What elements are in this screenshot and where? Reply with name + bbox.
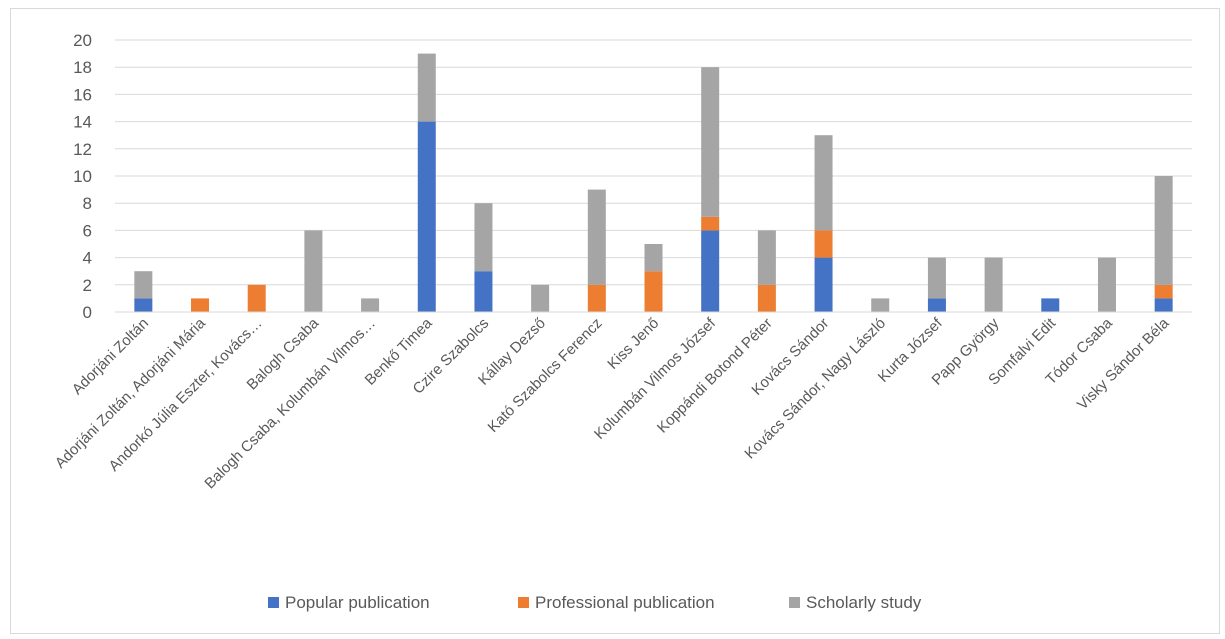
- bar-segment: [927, 298, 946, 312]
- bar-segment: [1154, 298, 1173, 312]
- bar-segment: [757, 284, 776, 312]
- y-tick-label: 6: [83, 221, 92, 240]
- bar-segment: [984, 257, 1003, 312]
- bar-segment: [927, 257, 946, 299]
- y-tick-label: 4: [83, 249, 92, 268]
- bars: [134, 53, 1173, 312]
- bar-segment: [757, 230, 776, 285]
- bar-segment: [701, 67, 720, 217]
- y-tick-label: 12: [73, 140, 92, 159]
- bar-segment: [474, 271, 493, 312]
- y-tick-label: 18: [73, 58, 92, 77]
- x-category-label: Kiss Jenő: [604, 315, 662, 373]
- bar-segment: [191, 298, 210, 312]
- bar-segment: [1154, 176, 1173, 285]
- legend-swatch: [789, 597, 800, 608]
- y-axis-tick-labels: 0 2 4 6 8 10 12 14 16 18 20: [73, 31, 92, 322]
- bar-segment: [247, 284, 266, 312]
- y-tick-label: 16: [73, 85, 92, 104]
- legend-swatch: [268, 597, 279, 608]
- chart-frame: [10, 8, 1220, 634]
- legend-label: Popular publication: [285, 593, 430, 612]
- bar-segment: [1097, 257, 1116, 312]
- bar-segment: [701, 216, 720, 231]
- bar-segment: [1041, 298, 1060, 312]
- bar-segment: [417, 53, 436, 122]
- x-category-label: Koppándi Botond Péter: [654, 315, 776, 437]
- bar-segment: [814, 257, 833, 312]
- y-tick-label: 10: [73, 167, 92, 186]
- y-tick-label: 8: [83, 194, 92, 213]
- bar-segment: [134, 271, 153, 299]
- legend-swatch: [518, 597, 529, 608]
- bar-segment: [644, 244, 663, 272]
- bar-segment: [814, 135, 833, 231]
- bar-segment: [814, 230, 833, 258]
- y-tick-label: 0: [83, 303, 92, 322]
- bar-segment: [361, 298, 380, 312]
- bar-segment: [417, 121, 436, 312]
- y-tick-label: 2: [83, 276, 92, 295]
- bar-segment: [134, 298, 153, 312]
- bar-segment: [587, 284, 606, 312]
- legend-label: Professional publication: [535, 593, 715, 612]
- bar-segment: [304, 230, 323, 312]
- bar-segment: [531, 284, 550, 312]
- legend: Popular publication Professional publicat…: [268, 593, 922, 612]
- y-tick-label: 20: [73, 31, 92, 50]
- bar-segment: [587, 189, 606, 285]
- x-category-label: Kató Szabolcs Ferencz: [485, 315, 606, 436]
- gridlines: [115, 39, 1192, 286]
- bar-segment: [871, 298, 890, 312]
- bar-segment: [1154, 284, 1173, 299]
- bar-segment: [701, 230, 720, 312]
- bar-segment: [644, 271, 663, 312]
- y-tick-label: 14: [73, 113, 92, 132]
- bar-segment: [474, 203, 493, 272]
- legend-label: Scholarly study: [806, 593, 922, 612]
